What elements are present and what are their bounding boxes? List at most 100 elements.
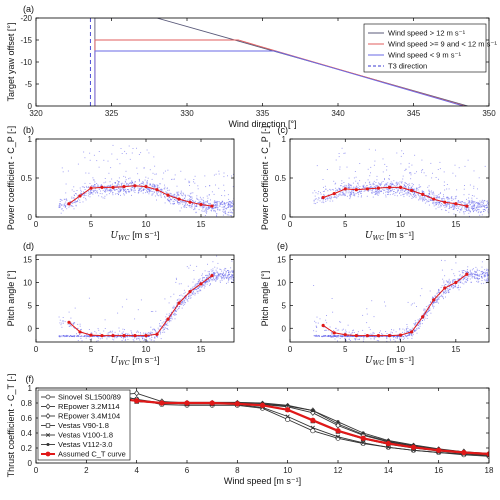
scatter-point — [169, 198, 171, 200]
scatter-point — [374, 187, 376, 189]
scatter-point — [213, 272, 215, 273]
scatter-point — [147, 189, 149, 191]
binned-point-d — [78, 330, 82, 334]
scatter-point — [491, 267, 492, 268]
scatter-point — [178, 283, 180, 285]
scatter-point — [475, 271, 477, 273]
scatter-point — [114, 182, 116, 184]
scatter-point — [396, 182, 398, 184]
scatter-point — [89, 159, 91, 161]
scatter-point — [409, 184, 411, 186]
scatter-point — [471, 207, 473, 209]
scatter-point — [104, 188, 106, 189]
scatter-point — [186, 299, 188, 301]
scatter-point — [402, 331, 403, 333]
scatter-point — [486, 272, 488, 273]
scatter-point — [134, 337, 136, 339]
scatter-point — [372, 184, 374, 186]
scatter-point — [437, 169, 439, 170]
scatter-point — [448, 188, 450, 190]
scatter-point — [175, 308, 177, 310]
scatter-point — [83, 191, 85, 193]
legend-label: REpower 3.4M104 — [58, 412, 120, 421]
scatter-point — [486, 201, 488, 203]
scatter-point — [166, 313, 168, 315]
scatter-point — [142, 189, 144, 191]
scatter-point — [220, 203, 222, 205]
scatter-point — [232, 209, 234, 211]
scatter-point — [70, 205, 72, 207]
scatter-point — [198, 283, 200, 284]
plot-area-b — [58, 144, 236, 217]
scatter-point — [380, 184, 382, 186]
scatter-point — [476, 274, 478, 276]
scatter-point — [74, 200, 76, 201]
scatter-point — [202, 205, 204, 207]
scatter-point — [389, 175, 391, 176]
scatter-point — [338, 156, 340, 158]
scatter-point — [469, 215, 470, 217]
scatter-point — [184, 300, 186, 302]
scatter-point — [334, 335, 336, 337]
scatter-point — [465, 279, 467, 281]
scatter-point — [154, 336, 156, 338]
scatter-point — [171, 178, 172, 180]
x-tick-label: 15 — [197, 220, 206, 229]
scatter-point — [340, 185, 342, 186]
scatter-point — [370, 338, 372, 340]
scatter-point — [169, 317, 171, 319]
scatter-point — [329, 188, 331, 190]
scatter-point — [376, 193, 378, 194]
scatter-point — [338, 335, 340, 337]
scatter-point — [104, 197, 106, 199]
scatter-point — [443, 185, 445, 186]
scatter-point — [210, 269, 212, 271]
scatter-point — [207, 275, 209, 277]
scatter-point — [459, 205, 461, 207]
scatter-point — [466, 209, 467, 211]
scatter-point — [449, 286, 450, 288]
scatter-point — [174, 174, 176, 176]
scatter-point — [461, 208, 463, 210]
scatter-point — [423, 308, 425, 310]
scatter-point — [126, 190, 128, 192]
scatter-point — [163, 172, 165, 174]
scatter-point — [424, 308, 426, 310]
scatter-point — [363, 337, 365, 339]
scatter-point — [203, 284, 205, 286]
scatter-point — [371, 192, 373, 194]
scatter-point — [343, 185, 345, 187]
scatter-point — [486, 268, 488, 270]
scatter-point — [151, 191, 153, 193]
scatter-point — [477, 212, 479, 214]
scatter-point — [469, 269, 471, 271]
scatter-point — [474, 209, 476, 211]
scatter-point — [328, 198, 330, 199]
scatter-point — [375, 192, 377, 194]
scatter-point — [85, 337, 87, 339]
scatter-point — [129, 177, 131, 179]
scatter-point — [491, 204, 492, 205]
scatter-point — [478, 209, 480, 211]
scatter-point — [187, 285, 189, 287]
scatter-point — [404, 190, 406, 192]
scatter-point — [459, 279, 461, 281]
binned-point-e — [376, 333, 381, 338]
scatter-point — [474, 271, 476, 273]
scatter-point — [179, 295, 181, 296]
scatter-point — [59, 203, 61, 205]
scatter-point — [458, 282, 460, 284]
scatter-point — [140, 332, 141, 334]
scatter-point — [146, 180, 148, 182]
scatter-point — [123, 193, 125, 195]
scatter-point — [332, 311, 334, 313]
scatter-point — [487, 212, 489, 214]
scatter-point — [483, 272, 485, 274]
legend-label: Vestas V90-1.8 — [58, 421, 109, 430]
scatter-point — [222, 272, 224, 274]
scatter-point — [174, 310, 176, 312]
scatter-point — [378, 184, 380, 186]
scatter-point — [202, 280, 204, 282]
scatter-point — [235, 205, 236, 206]
scatter-point — [127, 184, 129, 186]
